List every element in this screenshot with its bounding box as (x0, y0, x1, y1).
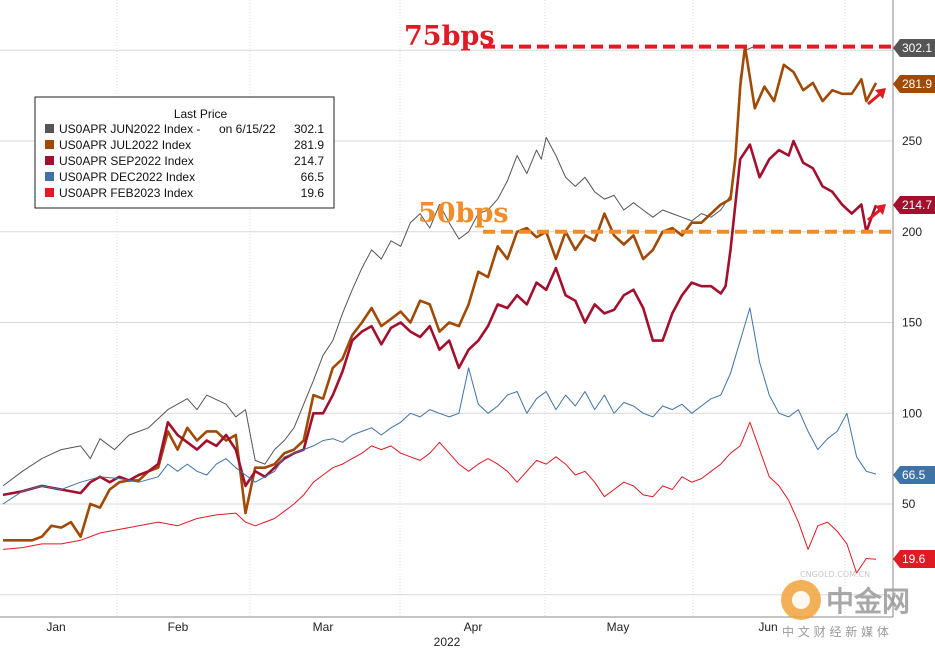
legend-swatch (45, 124, 54, 133)
legend-swatch (45, 172, 54, 181)
legend-label: US0APR SEP2022 Index (59, 154, 194, 168)
grid (0, 0, 893, 617)
watermark-url: CNGOLD.COM.CN (800, 570, 870, 579)
series-line (2, 421, 877, 574)
x-tick-label: Mar (313, 620, 334, 634)
y-tick-label: 50 (902, 497, 916, 511)
tag-value: 281.9 (902, 77, 932, 91)
last-value-tag: 66.5 (893, 466, 935, 484)
legend-label: US0APR JUN2022 Index - (59, 122, 200, 136)
legend-note: on 6/15/22 (219, 122, 276, 136)
legend-title: Last Price (174, 107, 228, 121)
x-tick-label: Jan (46, 620, 65, 634)
legend-box (34, 96, 335, 209)
series-line (2, 139, 878, 497)
y-tick-label: 200 (902, 225, 922, 239)
legend-swatch (45, 140, 54, 149)
legend-value: 302.1 (294, 122, 324, 136)
arrow-line (867, 208, 881, 222)
series-layer (2, 45, 878, 574)
tag-background (893, 75, 935, 93)
legend-value: 66.5 (301, 170, 325, 184)
annotation-label: 75bps (404, 21, 495, 52)
legend-label: US0APR FEB2023 Index (59, 186, 193, 200)
x-axis-title: 2022 (434, 635, 461, 649)
x-tick-label: Jun (758, 620, 777, 634)
watermark-brand: 中金网 (826, 585, 910, 618)
legend-value: 19.6 (301, 186, 325, 200)
last-value-tag: 281.9 (893, 75, 935, 93)
arrow-head (875, 204, 886, 215)
tag-value: 302.1 (902, 41, 932, 55)
last-value-tag: 19.6 (893, 550, 935, 568)
legend-value: 214.7 (294, 154, 324, 168)
tag-value: 19.6 (902, 552, 926, 566)
watermark-subtitle: 中 文 财 经 新 媒 体 (782, 624, 889, 639)
legend-value: 281.9 (294, 138, 324, 152)
tag-background (893, 466, 935, 484)
legend-swatch (45, 188, 54, 197)
x-tick-label: Apr (464, 620, 483, 634)
y-tick-label: 150 (902, 316, 922, 330)
series-line (2, 45, 755, 487)
legend-label: US0APR JUL2022 Index (59, 138, 191, 152)
x-tick-label: Feb (168, 620, 189, 634)
legend-swatch (45, 156, 54, 165)
tag-value: 66.5 (902, 468, 926, 482)
y-tick-label: 250 (902, 134, 922, 148)
tag-background (893, 196, 935, 214)
last-value-tag: 302.1 (893, 39, 935, 57)
watermark-logo-inner (792, 591, 810, 609)
annotations: 75bps 50bps (404, 21, 893, 234)
last-value-tag: 214.7 (893, 196, 935, 214)
series-line (2, 307, 877, 505)
y-tick-label: 100 (902, 406, 922, 420)
arrow-line (867, 92, 881, 106)
legend-label: US0APR DEC2022 Index (59, 170, 195, 184)
x-tick-label: May (607, 620, 630, 634)
tag-background (893, 550, 935, 568)
arrow-head (875, 88, 886, 99)
tag-background (893, 39, 935, 57)
tag-value: 214.7 (902, 198, 932, 212)
watermark: 中金网 CNGOLD.COM.CN 中 文 财 经 新 媒 体 (781, 570, 910, 639)
annotation-label: 50bps (418, 198, 509, 229)
